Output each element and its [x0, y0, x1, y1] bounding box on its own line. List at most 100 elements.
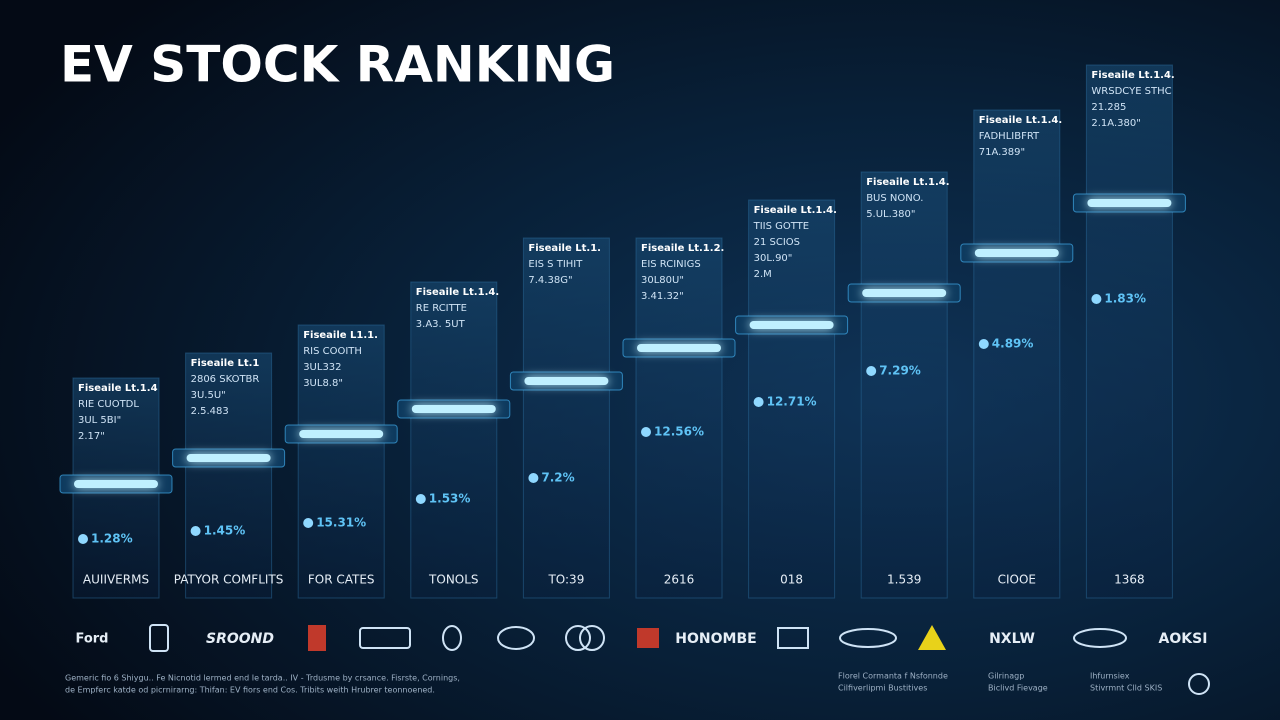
percent-dot	[415, 494, 426, 504]
percent-dot	[866, 366, 877, 376]
percent-dot	[78, 534, 88, 544]
logo-text: AOKSI	[1159, 631, 1208, 647]
card-line: Fiseaile L1.1.	[303, 330, 378, 341]
card-line: 2.1A.380"	[1091, 118, 1140, 129]
percent-dot	[528, 473, 539, 483]
glow-bar	[186, 454, 271, 462]
card-line: 2.M	[754, 269, 772, 280]
glow-bar	[974, 249, 1059, 257]
card-line: 5.UL.380"	[866, 209, 915, 220]
percent: 12.71%	[767, 395, 817, 409]
footer-note: Gemeric fio 6 Shiygu.. Fe Nicnotid lerme…	[65, 674, 460, 683]
card-line: Fiseaile Lt.1.4.	[866, 177, 949, 188]
percent-dot	[303, 518, 314, 528]
card-line: EIS RCINIGS	[641, 259, 701, 270]
card-line: 7.4.38G"	[528, 275, 572, 286]
card-line: 2806 SKOTBR	[191, 374, 260, 385]
column-panel	[522, 237, 610, 599]
percent: 7.29%	[879, 364, 921, 378]
percent: 1.83%	[1104, 292, 1146, 306]
glow-bar	[862, 289, 947, 297]
column-label: AUIIVERMS	[83, 573, 149, 587]
columns: Fiseaile Lt.1.4 RIE CUOTDL 3UL 5BI" 2.17" 1.…	[59, 64, 1186, 599]
footer-group: Cilfiverlipmi Bustitives	[838, 684, 927, 693]
column-panel	[297, 324, 385, 599]
footer: Gemeric fio 6 Shiygu.. Fe Nicnotid lerme…	[65, 672, 1162, 695]
glow-bar	[749, 321, 834, 329]
column-panel	[185, 352, 273, 599]
column-label: TO:39	[547, 573, 584, 587]
column-label: TONOLS	[428, 573, 479, 587]
footer-group: Biclivd Fievage	[988, 684, 1048, 693]
percent: 1.28%	[91, 532, 133, 546]
column-panel	[635, 237, 723, 599]
logo-text: SROOND	[206, 631, 274, 647]
card-line: WRSDCYE STHC	[1091, 86, 1171, 97]
footer-note: de Empferc katde od picrnirarng: Thifan:…	[65, 686, 435, 695]
card-line: Fiseaile Lt.1.2.	[641, 243, 724, 254]
column-label: PATYOR COMFLITS	[174, 573, 284, 587]
card-line: 30L80U"	[641, 275, 684, 286]
column-label: 018	[780, 573, 803, 587]
column-panel	[410, 281, 498, 599]
card-line: 30L.90"	[754, 253, 793, 264]
card-line: 21.285	[1091, 102, 1126, 113]
logo-shapes	[149, 624, 1210, 695]
card-line: Fiseaile Lt.1.4	[78, 383, 158, 394]
card-line: BUS NONO.	[866, 193, 923, 204]
column-label: FOR CATES	[308, 573, 375, 587]
card-line: 3.A3. 5UT	[416, 319, 466, 330]
percent-dot	[641, 427, 651, 437]
card-line: Fiseaile Lt.1.4.	[416, 287, 499, 298]
card-line: RIS COOITH	[303, 346, 362, 357]
card-line: RE RCITTE	[416, 303, 467, 314]
column-label: CIOOE	[998, 573, 1036, 587]
column-label: 1.539	[887, 573, 921, 587]
column-panel	[748, 199, 836, 599]
card-line: Fiseaile Lt.1	[191, 358, 260, 369]
card-line: 2.17"	[78, 431, 105, 442]
card-line: 21 SCIOS	[754, 237, 800, 248]
card-line: Fiseaile Lt.1.4.	[754, 205, 837, 216]
card-line: Fiseaile Lt.1.4.	[1091, 70, 1174, 81]
column-panel	[860, 171, 948, 599]
card-line: 71A.389"	[979, 147, 1025, 158]
percent: 7.2%	[541, 471, 574, 485]
glow-bar	[411, 405, 496, 413]
logos: Ford SROOND HONOMBE NXLW AOKSI	[75, 631, 1207, 647]
footer-group: Florel Cormanta f Nsfonnde	[838, 672, 948, 681]
column-panel	[973, 109, 1061, 599]
glow-bar	[637, 344, 721, 352]
card-line: 3UL332	[303, 362, 341, 373]
card-line: TIIS GOTTE	[753, 221, 810, 232]
percent-dot	[753, 397, 764, 407]
card-line: 3U.5U"	[191, 390, 226, 401]
card-line: 3UL8.8"	[303, 378, 343, 389]
card-line: 3UL 5BI"	[78, 415, 121, 426]
logo-text: HONOMBE	[675, 631, 756, 647]
card-line: RIE CUOTDL	[78, 399, 139, 410]
card-line: 2.5.483	[191, 406, 229, 417]
logo-text: Ford	[75, 632, 108, 647]
percent: 1.45%	[204, 524, 246, 538]
glow-bar	[524, 377, 609, 385]
percent: 15.31%	[316, 516, 366, 530]
logo-text: NXLW	[989, 631, 1035, 647]
percent-dot	[1091, 294, 1102, 304]
percent-dot	[978, 339, 989, 349]
card-line: EIS S TIHIT	[528, 259, 583, 270]
column-panel	[1085, 64, 1173, 599]
footer-group: Stivrmnt Clld SKIS	[1090, 684, 1162, 693]
percent: 1.53%	[429, 492, 471, 506]
footer-group: Ihfurnsiex	[1090, 672, 1130, 681]
card-line: FADHLIBFRT	[979, 131, 1040, 142]
glow-bar	[1087, 199, 1172, 207]
card-line: 3.41.32"	[641, 291, 684, 302]
percent: 12.56%	[654, 425, 704, 439]
glow-bar	[299, 430, 384, 438]
card-line: Fiseaile Lt.1.	[528, 243, 601, 254]
percent-dot	[190, 526, 201, 536]
percent: 4.89%	[992, 337, 1034, 351]
